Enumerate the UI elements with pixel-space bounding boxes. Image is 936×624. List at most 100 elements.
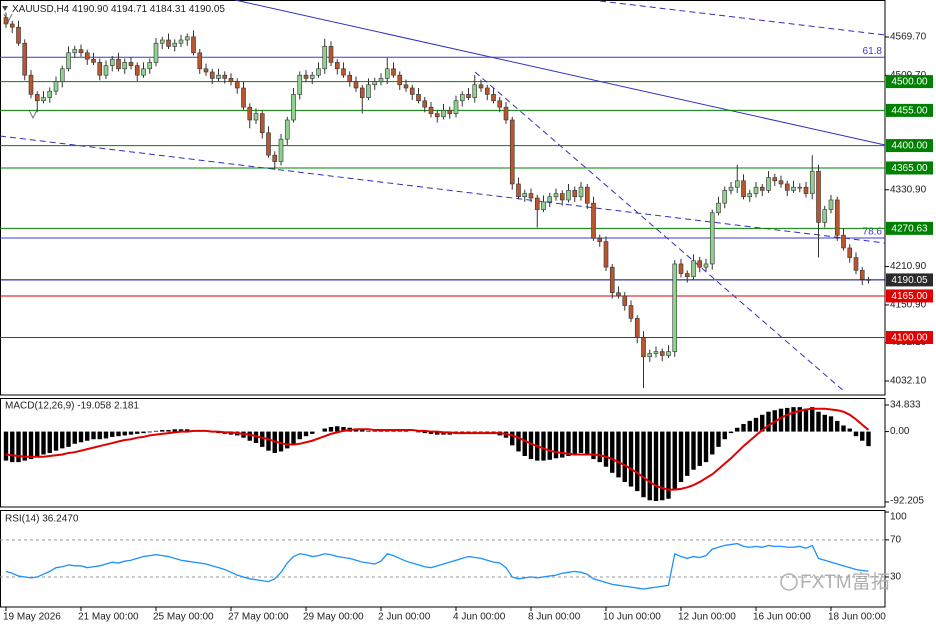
level-label-box [886,103,933,117]
level-label: 4365.00 [891,163,928,174]
macd-bar [578,431,584,453]
x-tick-label: 2 Jun 00:00 [378,612,431,623]
macd-bar [810,407,815,432]
macd-bar [760,414,765,432]
x-tick-label: 21 May 00:00 [78,612,139,623]
candle-body [359,87,365,98]
macd-bar [110,431,115,437]
macd-bar [785,407,790,432]
macd-bar [160,430,165,432]
candle-body [72,49,78,54]
macd-bar [616,431,621,478]
level-label-box [886,273,933,287]
macd-bar [528,431,534,460]
macd-bar [797,407,802,432]
macd-bar [91,431,96,440]
y-tick-label: 4569.70 [890,32,927,43]
candle-body [178,39,184,44]
candle-body [153,42,159,63]
candle-body [309,74,315,79]
macd-bar [647,431,652,501]
macd-bar [41,431,46,455]
candle-body [391,68,396,76]
macd-bar [641,431,646,498]
macd-bar [841,425,846,432]
candle-body [578,186,584,198]
candle-body [622,295,628,306]
macd-bar [766,411,771,432]
level-label: 4400.00 [891,141,928,152]
candle-body [697,260,703,268]
y-tick-label: 4210.90 [890,261,927,272]
macd-bar [428,431,434,434]
macd-bar [635,431,640,492]
candle-body [828,199,834,210]
candle-body [91,58,96,63]
candle-body [772,177,778,182]
candle-body [484,87,490,95]
macd-bar [422,431,427,434]
y-tick-label: 30 [890,572,902,583]
candle-body [297,74,303,95]
candle-body [409,87,415,95]
candle-body [3,17,9,25]
macd-bar [516,431,521,452]
candle-body [272,154,278,162]
macd-bar [710,431,715,455]
candle-body [347,74,353,82]
trend-line [474,71,846,393]
macd-bar [653,431,659,502]
candle-body [759,186,765,191]
candle-body [459,94,465,102]
candle-body [466,94,471,98]
candle-body [247,106,253,121]
level-label: 4270.63 [891,223,928,234]
macd-bar [303,431,309,437]
candle-body [128,62,134,66]
macd-bar [328,427,334,432]
candle-body [634,318,640,338]
candle-body [228,78,234,82]
x-tick-label: 18 Jun 00:00 [828,612,886,623]
low-value: 4184.31 [150,4,187,15]
macd-bar [10,431,15,463]
x-tick-label: 8 Jun 00:00 [528,612,581,623]
macd-bar [147,431,152,433]
macd-bar [366,430,371,432]
y-tick-label: 34.833 [890,400,921,411]
watermark-logo [780,573,798,591]
macd-bar [860,431,865,441]
candle-body [9,23,15,28]
x-tick-label: 29 May 00:00 [303,612,364,623]
candle-body [678,263,684,274]
candle-body [516,183,521,198]
candle-body [159,39,165,44]
candle-body [47,90,53,98]
candle-body [203,68,209,73]
x-tick-label: 4 Jun 00:00 [453,612,506,623]
macd-bar [172,429,177,432]
main-panel-frame [0,0,886,396]
macd-bar [603,431,609,467]
macd-bar [835,420,840,432]
candle-body [316,68,321,76]
candle-body [559,193,565,201]
header-icon [2,6,8,11]
level-label-box [886,139,933,153]
candle-body [16,26,21,44]
fib-level-label: 78.6 [863,227,883,238]
rsi-panel-frame [0,510,886,608]
macd-bar [16,431,21,463]
candle-body [453,100,459,114]
candle-body [491,94,496,102]
candle-body [741,180,746,198]
candle-body [147,62,153,70]
candle-body [566,190,571,201]
candle-body [403,84,409,89]
macd-bar [22,431,27,461]
candle-body [41,97,46,102]
macd-bar [478,431,484,433]
macd-bar [803,408,809,432]
